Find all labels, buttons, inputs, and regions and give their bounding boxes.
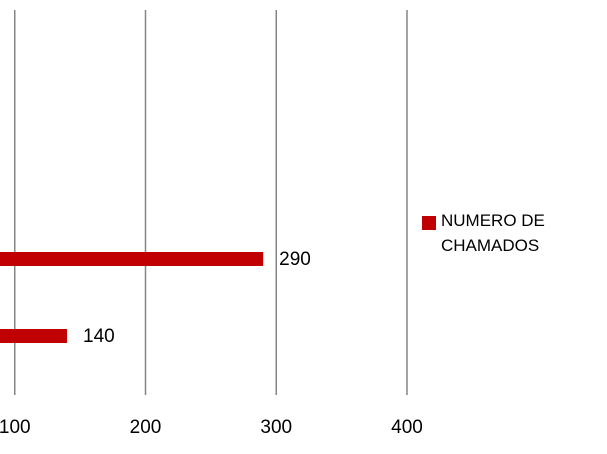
data-label: 290 xyxy=(279,249,311,270)
x-tick-label: 300 xyxy=(260,417,292,438)
x-tick-label: 200 xyxy=(130,417,162,438)
legend: NUMERO DE CHAMADOS xyxy=(422,208,572,258)
x-tick-label: 100 xyxy=(0,417,31,438)
x-tick-label: 400 xyxy=(391,417,423,438)
legend-label: NUMERO DE CHAMADOS xyxy=(441,211,545,255)
bar xyxy=(0,252,264,266)
legend-swatch xyxy=(422,216,436,230)
bar xyxy=(0,329,68,343)
data-label: 140 xyxy=(83,326,115,347)
